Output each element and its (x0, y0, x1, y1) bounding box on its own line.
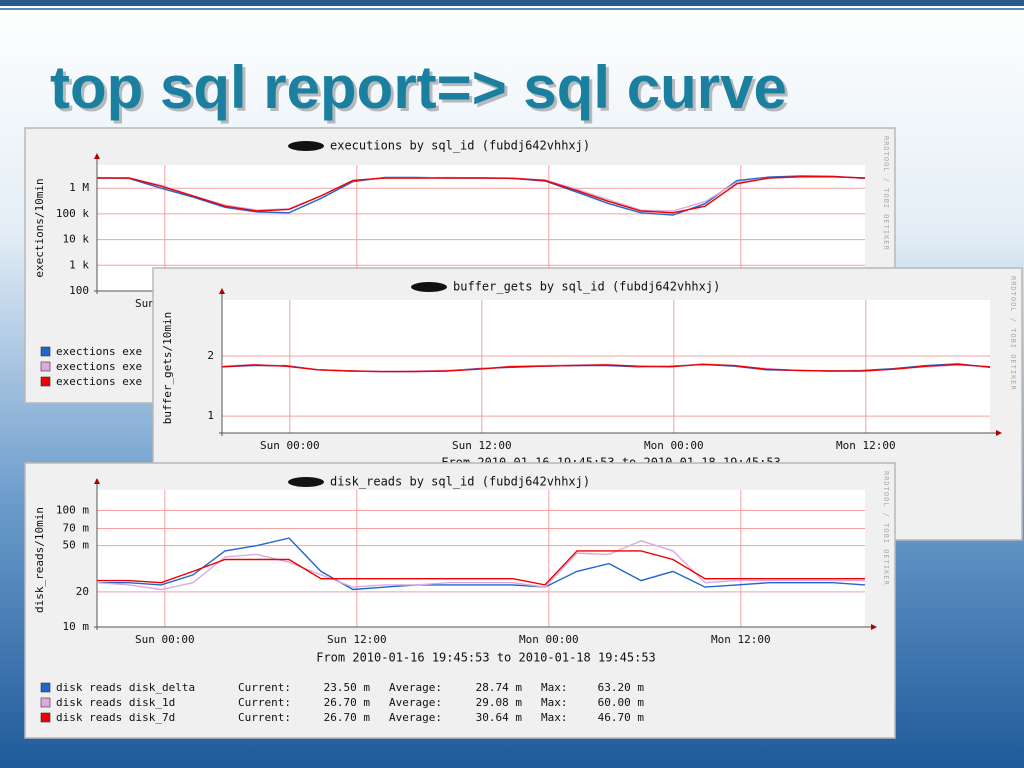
y-tick-label: 20 (76, 585, 89, 598)
chart-panel: disk_reads by sql_id (fubdj642vhhxj) disk… (24, 462, 896, 739)
stat-label: Max: (541, 681, 568, 694)
stat-value: 63.20 m (598, 681, 645, 694)
y-axis-label: buffer_gets/10min (161, 312, 174, 425)
y-axis-label: exections/10min (33, 178, 46, 277)
stat-value: 29.08 m (476, 696, 523, 709)
y-tick-label: 100 (69, 284, 89, 297)
legend-label: disk reads disk_7d (56, 711, 175, 724)
stat-label: Average: (389, 696, 442, 709)
y-tick-label: 1 M (69, 181, 89, 194)
x-tick-label: Mon 00:00 (644, 439, 704, 452)
chart-title: executions by sql_id (fubdj642vhhxj) (330, 139, 590, 153)
stat-value: 26.70 m (324, 711, 371, 724)
redaction (411, 282, 447, 292)
stat-label: Current: (238, 696, 291, 709)
legend-label: disk reads disk_delta (56, 681, 195, 694)
x-axis-arrow (996, 430, 1002, 436)
chart-title: disk_reads by sql_id (fubdj642vhhxj) (330, 475, 590, 489)
series-line (221, 363, 991, 373)
x-tick-label: Sun 12:00 (452, 439, 512, 452)
legend-swatch (40, 682, 51, 693)
y-tick-label: 50 m (63, 539, 90, 552)
y-tick-label: 1 (207, 409, 214, 422)
redaction (288, 477, 324, 487)
watermark: RRDTOOL / TOBI OETIKER (1009, 276, 1017, 391)
series-line (96, 540, 865, 591)
plot-area (222, 300, 990, 433)
y-tick-label: 70 m (63, 522, 90, 535)
x-tick-label: Sun 00:00 (135, 633, 195, 646)
stat-value: 23.50 m (324, 681, 371, 694)
watermark: RRDTOOL / TOBI OETIKER (882, 136, 890, 251)
y-tick-label: 100 k (56, 207, 89, 220)
y-axis-arrow (219, 288, 225, 294)
series-line (97, 176, 866, 214)
x-tick-label: Mon 00:00 (519, 633, 579, 646)
stat-value: 60.00 m (598, 696, 645, 709)
y-axis-arrow (94, 478, 100, 484)
legend-swatch (40, 346, 51, 357)
y-tick-label: 2 (207, 349, 214, 362)
legend-swatch (40, 697, 51, 708)
redaction (288, 141, 324, 151)
x-axis-arrow (871, 624, 877, 630)
top-line (0, 8, 1024, 10)
chart-title: buffer_gets by sql_id (fubdj642vhhxj) (453, 280, 720, 294)
legend-swatch (40, 376, 51, 387)
x-tick-label: Sun 12:00 (327, 633, 387, 646)
stat-label: Average: (389, 681, 442, 694)
y-tick-label: 10 m (63, 620, 90, 633)
x-tick-label: Mon 12:00 (711, 633, 771, 646)
legend-swatch (40, 361, 51, 372)
x-tick-label: Mon 12:00 (836, 439, 896, 452)
stat-label: Max: (541, 711, 568, 724)
series-line (97, 537, 866, 591)
stat-value: 28.74 m (476, 681, 523, 694)
series-line (97, 550, 865, 586)
y-axis-label: disk_reads/10min (33, 507, 46, 613)
legend-label: disk reads disk_1d (56, 696, 175, 709)
y-axis-arrow (94, 153, 100, 159)
legend-label: exections exe (56, 360, 142, 373)
slide-title: top sql report=> sql curve (50, 54, 787, 121)
stat-label: Average: (389, 711, 442, 724)
y-tick-label: 1 k (69, 258, 89, 271)
stat-label: Max: (541, 696, 568, 709)
legend-label: exections exe (56, 375, 142, 388)
footer: From 2010-01-16 19:45:53 to 2010-01-18 1… (316, 651, 656, 665)
top-band (0, 0, 1024, 6)
x-tick-label: Sun 00:00 (260, 439, 320, 452)
y-tick-label: 10 k (63, 233, 90, 246)
watermark: RRDTOOL / TOBI OETIKER (882, 471, 890, 586)
stat-label: Current: (238, 711, 291, 724)
slide-title-shadow: top sql report=> sql curve (53, 57, 790, 124)
legend-label: exections exe (56, 345, 142, 358)
stat-label: Current: (238, 681, 291, 694)
plot-area (97, 490, 865, 627)
stat-value: 30.64 m (476, 711, 523, 724)
stat-value: 46.70 m (598, 711, 645, 724)
stat-value: 26.70 m (324, 696, 371, 709)
legend-swatch (40, 712, 51, 723)
y-tick-label: 100 m (56, 504, 89, 517)
